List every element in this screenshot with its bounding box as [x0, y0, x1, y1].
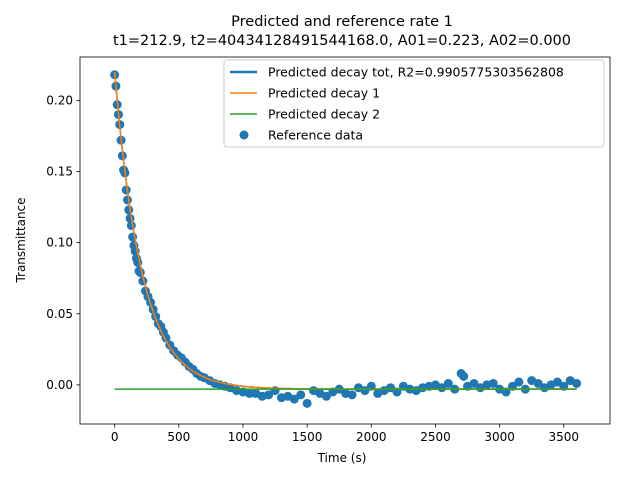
legend-entry-label: Predicted decay 2: [268, 107, 380, 122]
legend-entry-label: Reference data: [268, 128, 363, 143]
y-tick-label: 0.20: [46, 93, 73, 107]
legend-marker: [239, 130, 249, 140]
reference-data-point: [321, 391, 331, 401]
chart-subtitle: t1=212.9, t2=40434128491544168.0, A01=0.…: [113, 33, 571, 49]
reference-data-point: [552, 377, 562, 387]
reference-data-point: [244, 388, 254, 398]
reference-data-point: [533, 378, 543, 388]
x-tick-label: 1000: [228, 430, 259, 444]
legend: Predicted decay tot, R2=0.99057753035628…: [223, 59, 605, 148]
x-tick-label: 0: [111, 430, 119, 444]
y-tick-label: 0.05: [46, 307, 73, 321]
reference-data-point: [122, 195, 132, 205]
reference-data-point: [124, 205, 134, 215]
axes-frame: [79, 56, 611, 425]
reference-data-point: [296, 390, 306, 400]
reference-data-point: [459, 371, 469, 381]
y-tick-label: 0.00: [46, 378, 73, 392]
reference-data-point: [514, 377, 524, 387]
x-tick-label: 2000: [356, 430, 387, 444]
reference-data-point: [437, 383, 447, 393]
x-tick-label: 500: [167, 430, 190, 444]
reference-data-point: [126, 221, 136, 231]
legend-entry-label: Predicted decay 1: [268, 86, 380, 101]
reference-data-point: [360, 386, 370, 396]
reference-data-point: [488, 378, 498, 388]
reference-data-point: [347, 390, 357, 400]
x-tick-label: 1500: [292, 430, 323, 444]
x-tick-label: 2500: [420, 430, 451, 444]
reference-data-point: [289, 394, 299, 404]
legend-box: [223, 59, 605, 148]
y-tick-label: 0.10: [46, 236, 73, 250]
x-tick-label: 3000: [484, 430, 515, 444]
reference-data-point: [443, 378, 453, 388]
y-axis-label: Transmittance: [14, 197, 28, 283]
plot-area: 0 500 1000 1500 2000 2500 3000 3500 0.00 0.05 0.10…: [46, 56, 611, 444]
legend-entry-label: Predicted decay tot, R2=0.99057753035628…: [268, 65, 564, 80]
reference-data-point: [469, 378, 479, 388]
chart-title: Predicted and reference rate 1: [231, 14, 453, 30]
reference-data-point: [264, 390, 274, 400]
reference-data-point: [572, 378, 582, 388]
reference-data-point: [302, 398, 312, 408]
reference-data-point: [386, 383, 396, 393]
reference-data-point: [121, 185, 131, 195]
y-tick-label: 0.15: [46, 165, 73, 179]
x-axis-label: Time (s): [317, 451, 367, 465]
x-tick-label: 3500: [549, 430, 580, 444]
